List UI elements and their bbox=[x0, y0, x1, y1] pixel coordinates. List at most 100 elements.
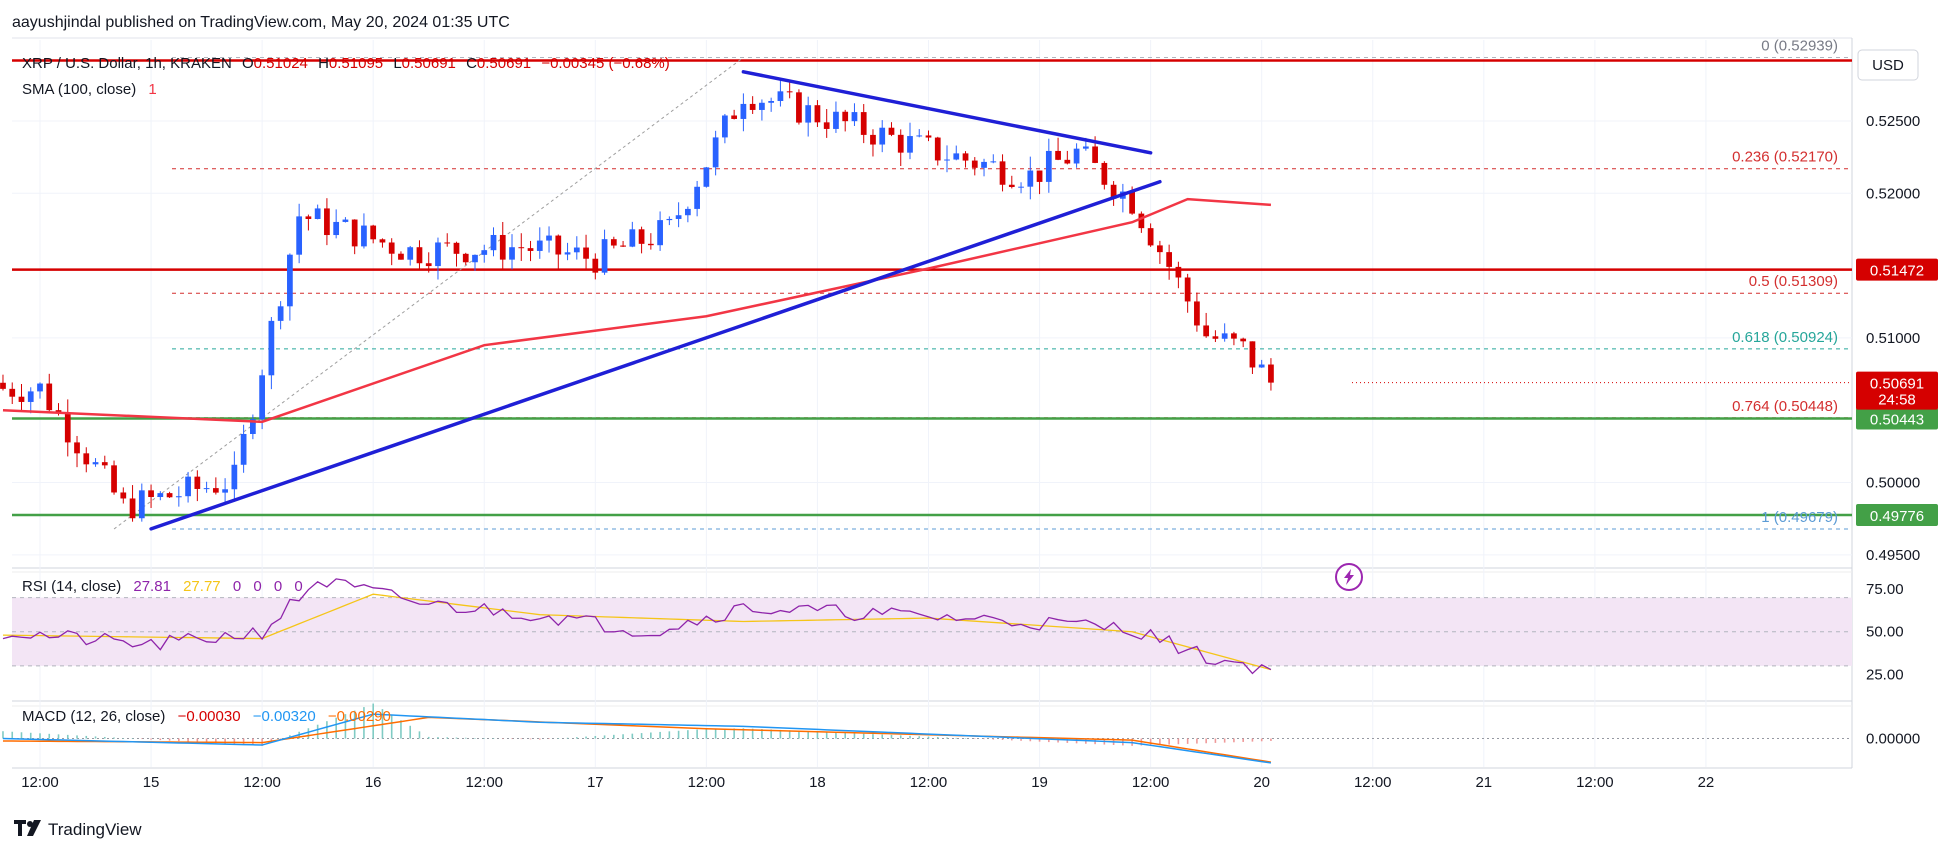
price-tag-label: 0.50443 bbox=[1870, 411, 1924, 428]
candle bbox=[1147, 223, 1154, 247]
candle bbox=[1036, 170, 1043, 195]
candle bbox=[370, 224, 377, 244]
time-tick-label: 21 bbox=[1475, 774, 1492, 791]
candle bbox=[481, 244, 488, 263]
sma-100-line bbox=[2, 197, 1272, 424]
candle bbox=[1157, 240, 1163, 264]
candle bbox=[990, 154, 997, 164]
candle bbox=[388, 238, 395, 266]
candle bbox=[499, 221, 506, 270]
main-legend: XRP / U.S. Dollar, 1h, KRAKEN O0.51024 H… bbox=[22, 55, 670, 72]
price-tag bbox=[1856, 371, 1938, 410]
candle bbox=[620, 240, 626, 247]
candle bbox=[842, 109, 849, 132]
price-tag-label: 24:58 bbox=[1878, 392, 1916, 409]
rsi-zero-2: 0 bbox=[253, 578, 261, 595]
candle bbox=[703, 166, 710, 188]
price-tick-label: 0.52500 bbox=[1866, 113, 1920, 130]
candle bbox=[546, 226, 552, 253]
candle bbox=[555, 234, 562, 269]
price-tag-label: 0.50691 bbox=[1870, 376, 1924, 393]
fib-label: 0.618 (0.50924) bbox=[1732, 329, 1838, 346]
candle bbox=[971, 157, 978, 176]
candle bbox=[74, 435, 80, 468]
candle bbox=[231, 451, 238, 502]
candle bbox=[296, 203, 303, 264]
candle bbox=[833, 101, 839, 133]
candle bbox=[897, 129, 904, 166]
macd-line bbox=[2, 713, 1272, 764]
candle bbox=[444, 233, 451, 247]
candle bbox=[1258, 359, 1265, 368]
footer-brand: TradingView bbox=[48, 820, 142, 839]
candle bbox=[250, 414, 256, 440]
candle bbox=[287, 253, 293, 321]
time-tick-label: 19 bbox=[1031, 774, 1048, 791]
symbol-label: XRP / U.S. Dollar, 1h, KRAKEN bbox=[22, 55, 232, 72]
candle bbox=[740, 93, 747, 132]
open-key: O bbox=[242, 55, 254, 72]
candle bbox=[777, 77, 784, 107]
rsi-zero-1: 0 bbox=[233, 578, 241, 595]
candle bbox=[425, 252, 432, 273]
change-value: −0.00345 (−0.68%) bbox=[541, 55, 669, 72]
candle bbox=[259, 369, 265, 430]
candle bbox=[888, 122, 895, 137]
candle bbox=[999, 154, 1006, 192]
price-tick-label: 0.52000 bbox=[1866, 185, 1920, 202]
candle bbox=[1018, 182, 1024, 194]
sma-legend: SMA (100, close) 1 bbox=[22, 81, 157, 98]
macd-legend: MACD (12, 26, close) −0.00030 −0.00320 −… bbox=[22, 708, 391, 725]
rsi-zero-4: 0 bbox=[294, 578, 302, 595]
candle bbox=[592, 253, 599, 280]
horizontal-levels bbox=[12, 59, 1852, 517]
candle bbox=[851, 103, 858, 126]
candle bbox=[194, 470, 201, 502]
candlestick-series bbox=[0, 77, 1274, 522]
time-tick-label: 12:00 bbox=[465, 774, 503, 791]
tradingview-logo[interactable] bbox=[14, 820, 41, 836]
candle bbox=[666, 216, 673, 226]
candle bbox=[1240, 337, 1247, 348]
candle bbox=[333, 209, 340, 239]
time-tick-label: 20 bbox=[1253, 774, 1270, 791]
candle bbox=[675, 202, 682, 228]
rsi-tick-label: 25.00 bbox=[1866, 666, 1904, 683]
flash-icon[interactable] bbox=[1335, 563, 1363, 591]
rsi-tick-label: 75.00 bbox=[1866, 581, 1904, 598]
trend-line-ascending[interactable] bbox=[149, 179, 1162, 531]
candle bbox=[823, 109, 830, 138]
candle bbox=[1231, 331, 1237, 346]
currency-box[interactable] bbox=[1857, 49, 1919, 81]
rsi-ma-value: 27.77 bbox=[183, 578, 221, 595]
macd-tick-label: 0.00000 bbox=[1866, 731, 1920, 748]
candle bbox=[731, 109, 738, 120]
candle bbox=[1110, 181, 1117, 206]
candle bbox=[203, 481, 210, 493]
candle bbox=[879, 120, 886, 153]
time-tick-label: 18 bbox=[809, 774, 826, 791]
candle bbox=[805, 96, 812, 137]
price-tick-label: 0.49500 bbox=[1866, 547, 1920, 564]
candle bbox=[759, 99, 765, 121]
fib-label: 0.236 (0.52170) bbox=[1732, 149, 1838, 166]
candle bbox=[814, 100, 821, 127]
candle bbox=[786, 79, 793, 99]
price-axis[interactable]: USD 0.525000.520000.510000.500000.49500 … bbox=[1856, 49, 1938, 748]
candle bbox=[934, 136, 941, 166]
candle bbox=[647, 233, 654, 250]
candle bbox=[314, 204, 321, 220]
candle bbox=[953, 145, 960, 161]
candle bbox=[490, 227, 497, 257]
rsi-zero-3: 0 bbox=[274, 578, 282, 595]
sma-legend-value: 1 bbox=[148, 81, 156, 98]
price-tag-label: 0.49776 bbox=[1870, 508, 1924, 525]
time-axis[interactable]: 12:00 15 12:00 16 12:00 17 12:00 18 12:00 19 12:00… bbox=[21, 774, 1714, 791]
candle bbox=[101, 455, 108, 469]
high-value: 0.51095 bbox=[329, 55, 383, 72]
trend-line-descending[interactable] bbox=[741, 70, 1153, 155]
candle bbox=[222, 478, 228, 506]
candle bbox=[472, 254, 478, 271]
macd-histogram bbox=[2, 703, 1272, 746]
